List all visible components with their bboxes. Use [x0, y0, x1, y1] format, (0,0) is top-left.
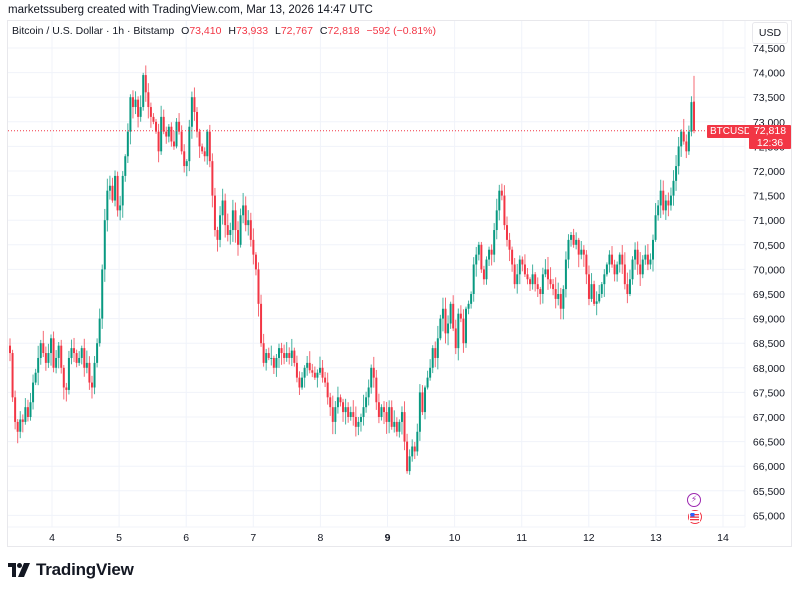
symbol-legend: Bitcoin / U.S. Dollar · 1h · Bitstamp O7…: [12, 25, 436, 37]
us-flag-icon: [689, 511, 700, 522]
close-label: C: [319, 25, 328, 37]
price-axis-label: 70,000: [753, 264, 785, 276]
price-axis-label: 69,000: [753, 314, 785, 326]
time-axis-label: 4: [49, 532, 55, 544]
time-axis-label: 9: [385, 532, 391, 544]
time-axis-label: 6: [183, 532, 189, 544]
price-axis-label: 74,000: [753, 68, 785, 80]
low-value: 72,767: [280, 25, 313, 37]
open-label: O: [181, 25, 190, 37]
last-price-tag: 72,818 12:36: [749, 125, 791, 149]
price-axis-label: 70,500: [753, 240, 785, 252]
high-value: 73,933: [235, 25, 269, 37]
price-axis-label: 67,000: [753, 412, 785, 424]
time-axis-label: 14: [717, 532, 729, 544]
economic-event-icon[interactable]: ⚡: [687, 493, 701, 507]
price-axis-label: 66,000: [753, 461, 785, 473]
us-flag-event-icon[interactable]: [688, 510, 702, 524]
price-axis-label: 71,500: [753, 191, 785, 203]
high-label: H: [228, 25, 236, 37]
tradingview-logo[interactable]: TradingView: [8, 560, 134, 580]
price-axis-label: 68,500: [753, 338, 785, 350]
low-label: L: [275, 25, 281, 37]
price-axis-label: 69,500: [753, 289, 785, 301]
currency-button[interactable]: USD: [752, 22, 788, 44]
price-axis-label: 73,500: [753, 92, 785, 104]
time-axis-label: 12: [583, 532, 595, 544]
bar-countdown: 12:36: [756, 137, 784, 149]
price-axis-label: 65,000: [753, 510, 785, 522]
chart-frame: [7, 20, 792, 547]
price-axis-label: 71,000: [753, 215, 785, 227]
time-axis-label: 7: [250, 532, 256, 544]
open-value: 73,410: [189, 25, 222, 37]
price-axis-label: 66,500: [753, 437, 785, 449]
chart-credit: marketssuberg created with TradingView.c…: [8, 4, 373, 16]
time-axis-label: 10: [449, 532, 461, 544]
symbol-price-tag: BTCUSD: [707, 125, 755, 138]
time-axis-label: 5: [116, 532, 122, 544]
candles: [9, 65, 695, 475]
tradingview-logo-text: TradingView: [36, 560, 134, 579]
price-axis-label: 68,000: [753, 363, 785, 375]
price-axis-label: 74,500: [753, 43, 785, 55]
tradingview-logo-icon: [8, 563, 30, 577]
time-axis-label: 11: [516, 532, 527, 544]
price-axis-label: 67,500: [753, 387, 785, 399]
price-axis-label: 72,000: [753, 166, 785, 178]
symbol-description: Bitcoin / U.S. Dollar · 1h · Bitstamp: [12, 25, 175, 37]
time-axis-label: 13: [650, 532, 662, 544]
change-value: −592 (−0.81%): [366, 25, 436, 37]
last-price: 72,818: [753, 125, 787, 137]
price-axis-label: 65,500: [753, 486, 785, 498]
time-axis-label: 8: [317, 532, 323, 544]
close-value: 72,818: [327, 25, 360, 37]
